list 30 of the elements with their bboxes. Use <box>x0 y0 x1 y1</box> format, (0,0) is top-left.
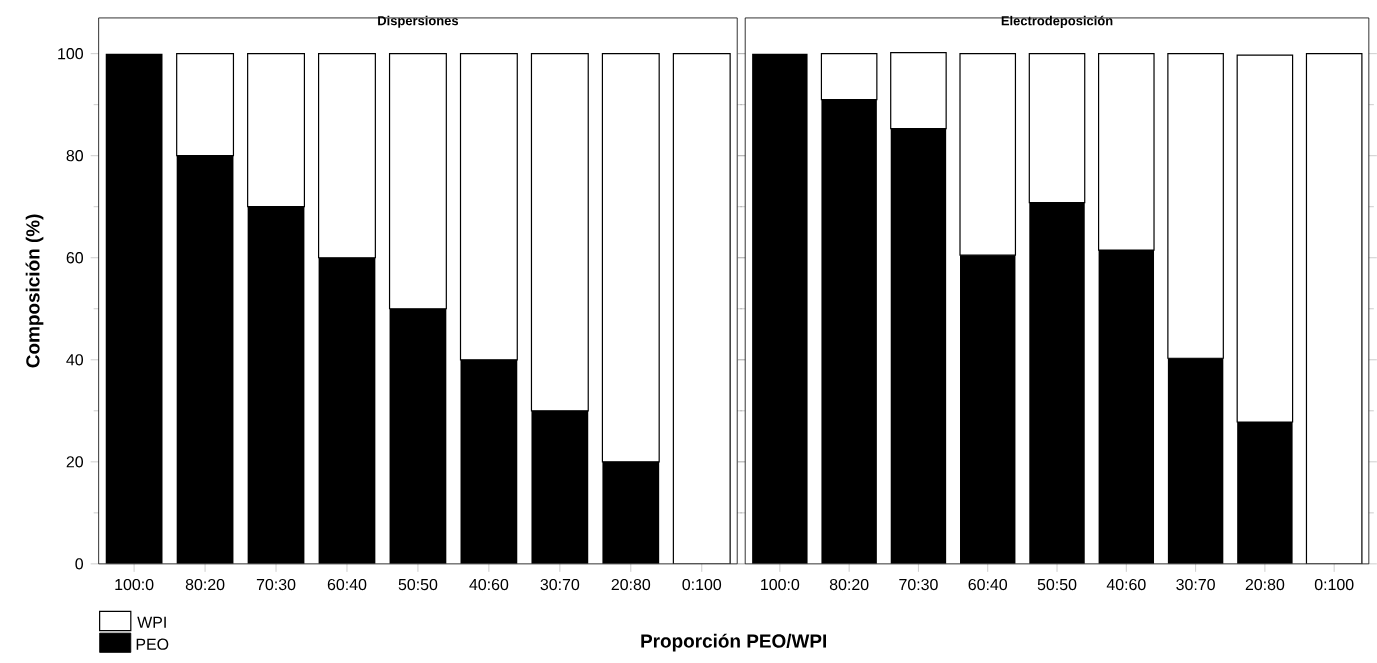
x-tick-label: 80:20 <box>829 579 869 591</box>
x-tick-label: 0:100 <box>1314 579 1354 591</box>
chart-title: Electrodeposición <box>1001 15 1113 29</box>
x-tick-label: 20:80 <box>611 579 651 591</box>
x-tick-label: 30:70 <box>1176 579 1215 591</box>
legend-label: WPI <box>137 617 166 628</box>
y-tick-label: 80 <box>66 150 84 162</box>
chart-title: Dispersiones <box>378 16 459 29</box>
x-tick-label: 30:70 <box>540 579 580 591</box>
x-tick-label: 0:100 <box>682 579 722 591</box>
x-axis-title: Proporción PEO/WPI <box>641 633 826 652</box>
x-tick-label: 20:80 <box>1245 579 1285 591</box>
y-tick-label: 100 <box>58 48 84 60</box>
y-axis-title: Composición (%) <box>25 214 44 368</box>
y-tick-label: 60 <box>66 252 84 264</box>
x-tick-label: 50:50 <box>398 579 438 591</box>
x-tick-label: 40:60 <box>1106 579 1146 591</box>
x-tick-label: 40:60 <box>469 579 509 591</box>
x-tick-label: 100:0 <box>761 579 800 591</box>
x-tick-label: 60:40 <box>968 579 1008 591</box>
y-tick-label: 20 <box>66 456 84 468</box>
x-tick-label: 60:40 <box>327 579 367 591</box>
x-tick-label: 80:20 <box>185 579 225 591</box>
x-tick-label: 70:30 <box>899 579 938 591</box>
y-tick-label: 0 <box>75 558 84 570</box>
y-tick-label: 40 <box>66 354 84 366</box>
legend-label: PEO <box>136 638 169 651</box>
x-tick-label: 50:50 <box>1037 579 1077 591</box>
x-tick-label: 70:30 <box>256 579 296 591</box>
x-tick-label: 100:0 <box>115 579 154 591</box>
